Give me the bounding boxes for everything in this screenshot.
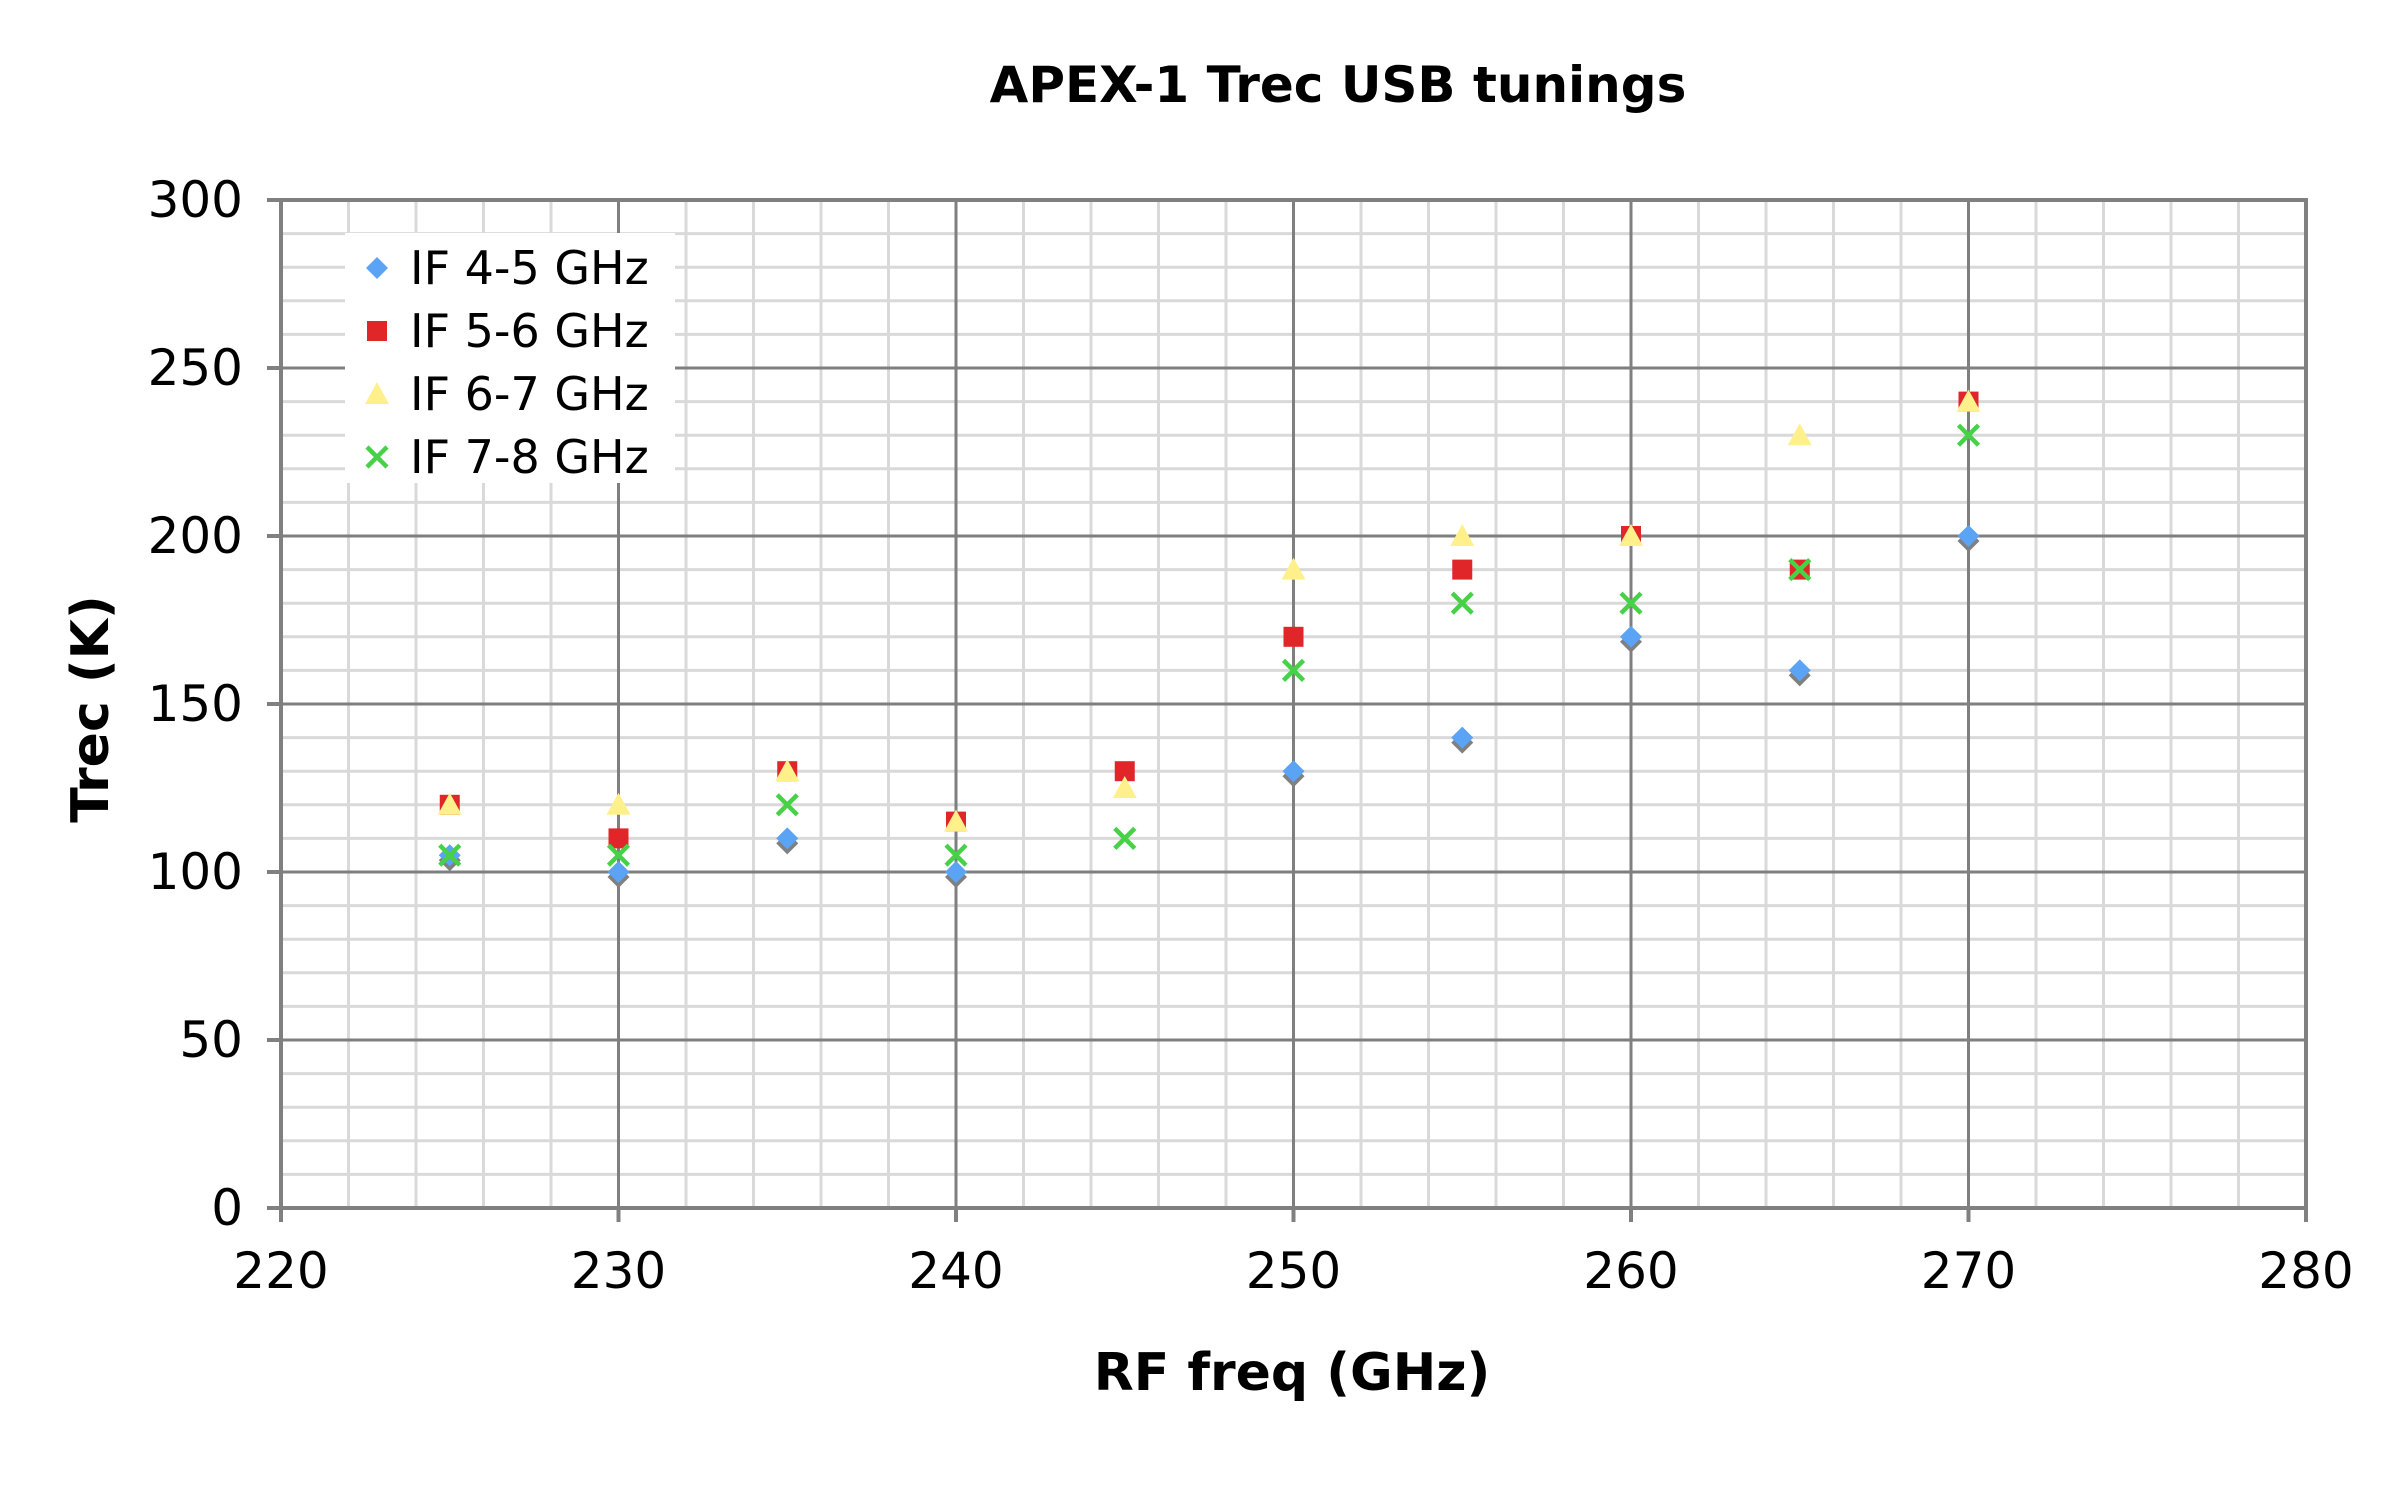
data-point xyxy=(1619,524,1643,546)
data-point xyxy=(1112,776,1137,798)
x-tick-label: 260 xyxy=(1583,1242,1678,1300)
data-point xyxy=(608,828,629,849)
data-point xyxy=(438,843,462,867)
legend-item: IF 7-8 GHz xyxy=(365,430,649,484)
legend-label: IF 7-8 GHz xyxy=(410,430,649,484)
data-point xyxy=(775,759,800,782)
y-tick-label: 100 xyxy=(148,843,243,901)
data-point xyxy=(1620,625,1642,648)
data-point xyxy=(1450,524,1475,546)
data-point xyxy=(1451,726,1474,749)
data-point xyxy=(1956,423,1981,447)
data-point xyxy=(1788,558,1812,582)
y-tick-label: 250 xyxy=(148,339,243,397)
chart-title: APEX-1 Trec USB tunings xyxy=(990,56,1687,114)
x-tick-label: 270 xyxy=(1921,1242,2016,1300)
data-point xyxy=(1283,626,1304,647)
data-point xyxy=(1281,557,1306,580)
data-point xyxy=(1956,389,1981,412)
data-point xyxy=(606,843,631,867)
x-tick-label: 280 xyxy=(2258,1242,2353,1300)
legend-label: IF 5-6 GHz xyxy=(410,304,649,358)
y-tick-label: 0 xyxy=(211,1179,243,1237)
legend-item: IF 6-7 GHz xyxy=(365,367,649,421)
data-point xyxy=(944,843,968,867)
legend-item: IF 5-6 GHz xyxy=(367,304,649,358)
series-4 xyxy=(438,423,1981,867)
x-tick-label: 230 xyxy=(571,1242,666,1300)
series-1 xyxy=(438,525,1980,888)
x-axis-title: RF freq (GHz) xyxy=(1094,1343,1491,1403)
data-point xyxy=(1619,591,1643,615)
x-tick-label: 250 xyxy=(1246,1242,1341,1300)
x-tick-label: 240 xyxy=(908,1242,1003,1300)
data-point xyxy=(607,861,630,883)
data-point xyxy=(1114,761,1135,782)
y-tick-label: 200 xyxy=(148,507,243,565)
data-point xyxy=(1957,525,1980,547)
x-tick-label: 220 xyxy=(233,1242,328,1300)
y-tick-label: 150 xyxy=(148,675,243,733)
legend-marker xyxy=(366,257,388,279)
legend-label: IF 6-7 GHz xyxy=(410,367,649,421)
data-point xyxy=(775,793,799,817)
data-point xyxy=(1281,658,1306,682)
data-point xyxy=(945,861,967,883)
legend: IF 4-5 GHz IF 5-6 GHz IF 6-7 GHz IF 7-8 GHz xyxy=(345,233,675,484)
data-point xyxy=(1788,659,1811,682)
y-axis-title: Trec (K) xyxy=(61,595,121,822)
data-point xyxy=(1450,591,1474,615)
legend-marker xyxy=(367,321,387,341)
legend-marker xyxy=(365,382,389,404)
data-point xyxy=(1787,423,1812,446)
series-3 xyxy=(437,389,1981,832)
y-tick-label: 300 xyxy=(148,171,243,229)
data-point xyxy=(1452,559,1473,580)
data-point xyxy=(437,792,462,815)
data-point xyxy=(1113,826,1137,850)
y-tick-label: 50 xyxy=(179,1011,243,1069)
data-point xyxy=(944,809,968,832)
data-point xyxy=(606,792,631,815)
legend-background xyxy=(345,233,675,483)
data-point xyxy=(1282,760,1305,783)
data-point xyxy=(776,827,799,850)
legend-item: IF 4-5 GHz xyxy=(366,241,649,295)
legend-marker xyxy=(365,445,389,469)
legend-label: IF 4-5 GHz xyxy=(410,241,649,295)
